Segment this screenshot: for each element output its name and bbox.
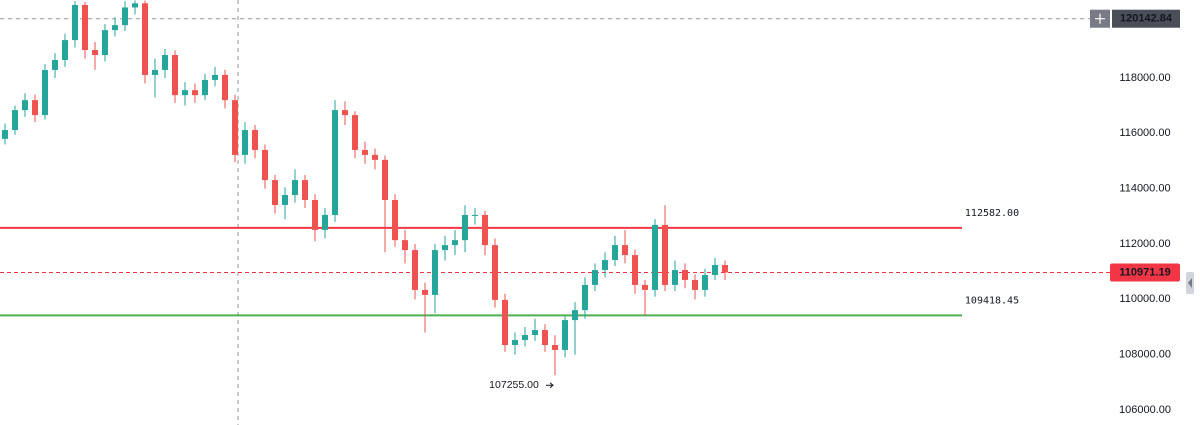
y-tick-label: 112000.00 xyxy=(1119,238,1170,250)
candle-body xyxy=(622,245,628,256)
candle-body xyxy=(632,255,638,285)
candle-body xyxy=(2,130,8,139)
plot-area: 112582.00 109418.45 107255.00 xyxy=(0,0,1110,391)
candle-body xyxy=(552,344,558,350)
candle-body xyxy=(162,55,168,70)
candle-body xyxy=(682,270,688,280)
candle-body xyxy=(392,200,398,241)
candle-body xyxy=(472,214,478,216)
candle-body xyxy=(12,110,18,131)
candle-body xyxy=(122,7,128,26)
candle-body xyxy=(412,250,418,290)
candle-body xyxy=(22,100,28,111)
candle-body xyxy=(582,284,588,311)
candle-body xyxy=(542,330,548,345)
scroll-handle[interactable] xyxy=(1186,272,1194,294)
candle-body xyxy=(222,74,228,101)
candle-body xyxy=(702,274,708,290)
y-tick-label: 106000.00 xyxy=(1119,404,1171,416)
candle-body xyxy=(302,180,308,201)
candle-body xyxy=(182,90,188,96)
last-price-label: 110971.19 xyxy=(1119,266,1170,278)
candle-body xyxy=(142,3,148,75)
candle-body xyxy=(572,310,578,321)
candle-body xyxy=(502,299,508,345)
candle-body xyxy=(212,74,218,80)
candle-body xyxy=(42,69,48,116)
candle-body xyxy=(662,224,668,285)
candle-body xyxy=(202,79,208,96)
last-price-box xyxy=(1110,263,1180,282)
candle-body xyxy=(532,330,538,336)
candle-body xyxy=(602,260,608,271)
candle-body xyxy=(232,100,238,155)
price-axis: 106000.00 108000.00 110000.00 112000.00 1140… xyxy=(1090,9,1180,416)
candle-body xyxy=(382,159,388,201)
candle-body xyxy=(612,245,618,261)
candle-body xyxy=(512,340,518,345)
candle-body xyxy=(62,40,68,61)
candle-body xyxy=(32,100,38,116)
candle-body xyxy=(492,245,498,300)
candle-body xyxy=(132,3,138,8)
candle-body xyxy=(72,4,78,41)
candle-body xyxy=(282,195,288,205)
candle-body xyxy=(292,180,298,196)
candle-body xyxy=(322,214,328,230)
candle-body xyxy=(452,240,458,246)
level-label: 109418.45 xyxy=(965,295,1019,306)
candle-body xyxy=(272,180,278,205)
candle-body xyxy=(432,250,438,295)
candle-body xyxy=(352,115,358,150)
candle-body xyxy=(52,60,58,70)
candle-body xyxy=(712,265,718,275)
candle-body xyxy=(672,270,678,285)
candle-body xyxy=(312,200,318,230)
scroll-handle-icon[interactable] xyxy=(1188,278,1192,288)
crosshair-price-box xyxy=(1112,9,1180,28)
crosshair-price-label: 120142.84 xyxy=(1120,13,1173,25)
candle-body xyxy=(112,25,118,31)
low-annotation: 107255.00 xyxy=(489,379,539,391)
candle-body xyxy=(522,335,528,341)
candle-body xyxy=(422,289,428,295)
candle-body xyxy=(252,130,258,150)
candle-body xyxy=(372,154,378,160)
candle-body xyxy=(102,30,108,56)
y-tick-label: 118000.00 xyxy=(1119,72,1170,84)
y-tick-label: 108000.00 xyxy=(1119,349,1171,361)
y-tick-label: 110000.00 xyxy=(1119,293,1170,305)
candle-body xyxy=(402,240,408,251)
candle-body xyxy=(692,279,698,290)
candle-body xyxy=(652,224,658,290)
candle-body xyxy=(442,245,448,251)
candle-body xyxy=(362,149,368,155)
candle-body xyxy=(172,55,178,96)
candle-body xyxy=(342,110,348,116)
candle-body xyxy=(262,149,268,181)
y-tick-label: 114000.00 xyxy=(1119,183,1170,195)
candle-body xyxy=(562,320,568,350)
candle-body xyxy=(192,90,198,96)
candle-body xyxy=(722,265,728,273)
y-tick-label: 116000.00 xyxy=(1119,127,1170,139)
candle-body xyxy=(592,270,598,285)
candle-body xyxy=(462,214,468,241)
add-alert-icon[interactable] xyxy=(1095,13,1105,24)
candle-body xyxy=(482,214,488,246)
level-label: 112582.00 xyxy=(965,208,1019,219)
candle-body xyxy=(92,50,98,56)
candle-body xyxy=(242,130,248,155)
candle-body xyxy=(82,4,88,51)
candle-body xyxy=(332,110,338,215)
candle-body xyxy=(152,69,158,75)
candle-body xyxy=(642,284,648,290)
low-annotation-arrow xyxy=(546,382,554,389)
